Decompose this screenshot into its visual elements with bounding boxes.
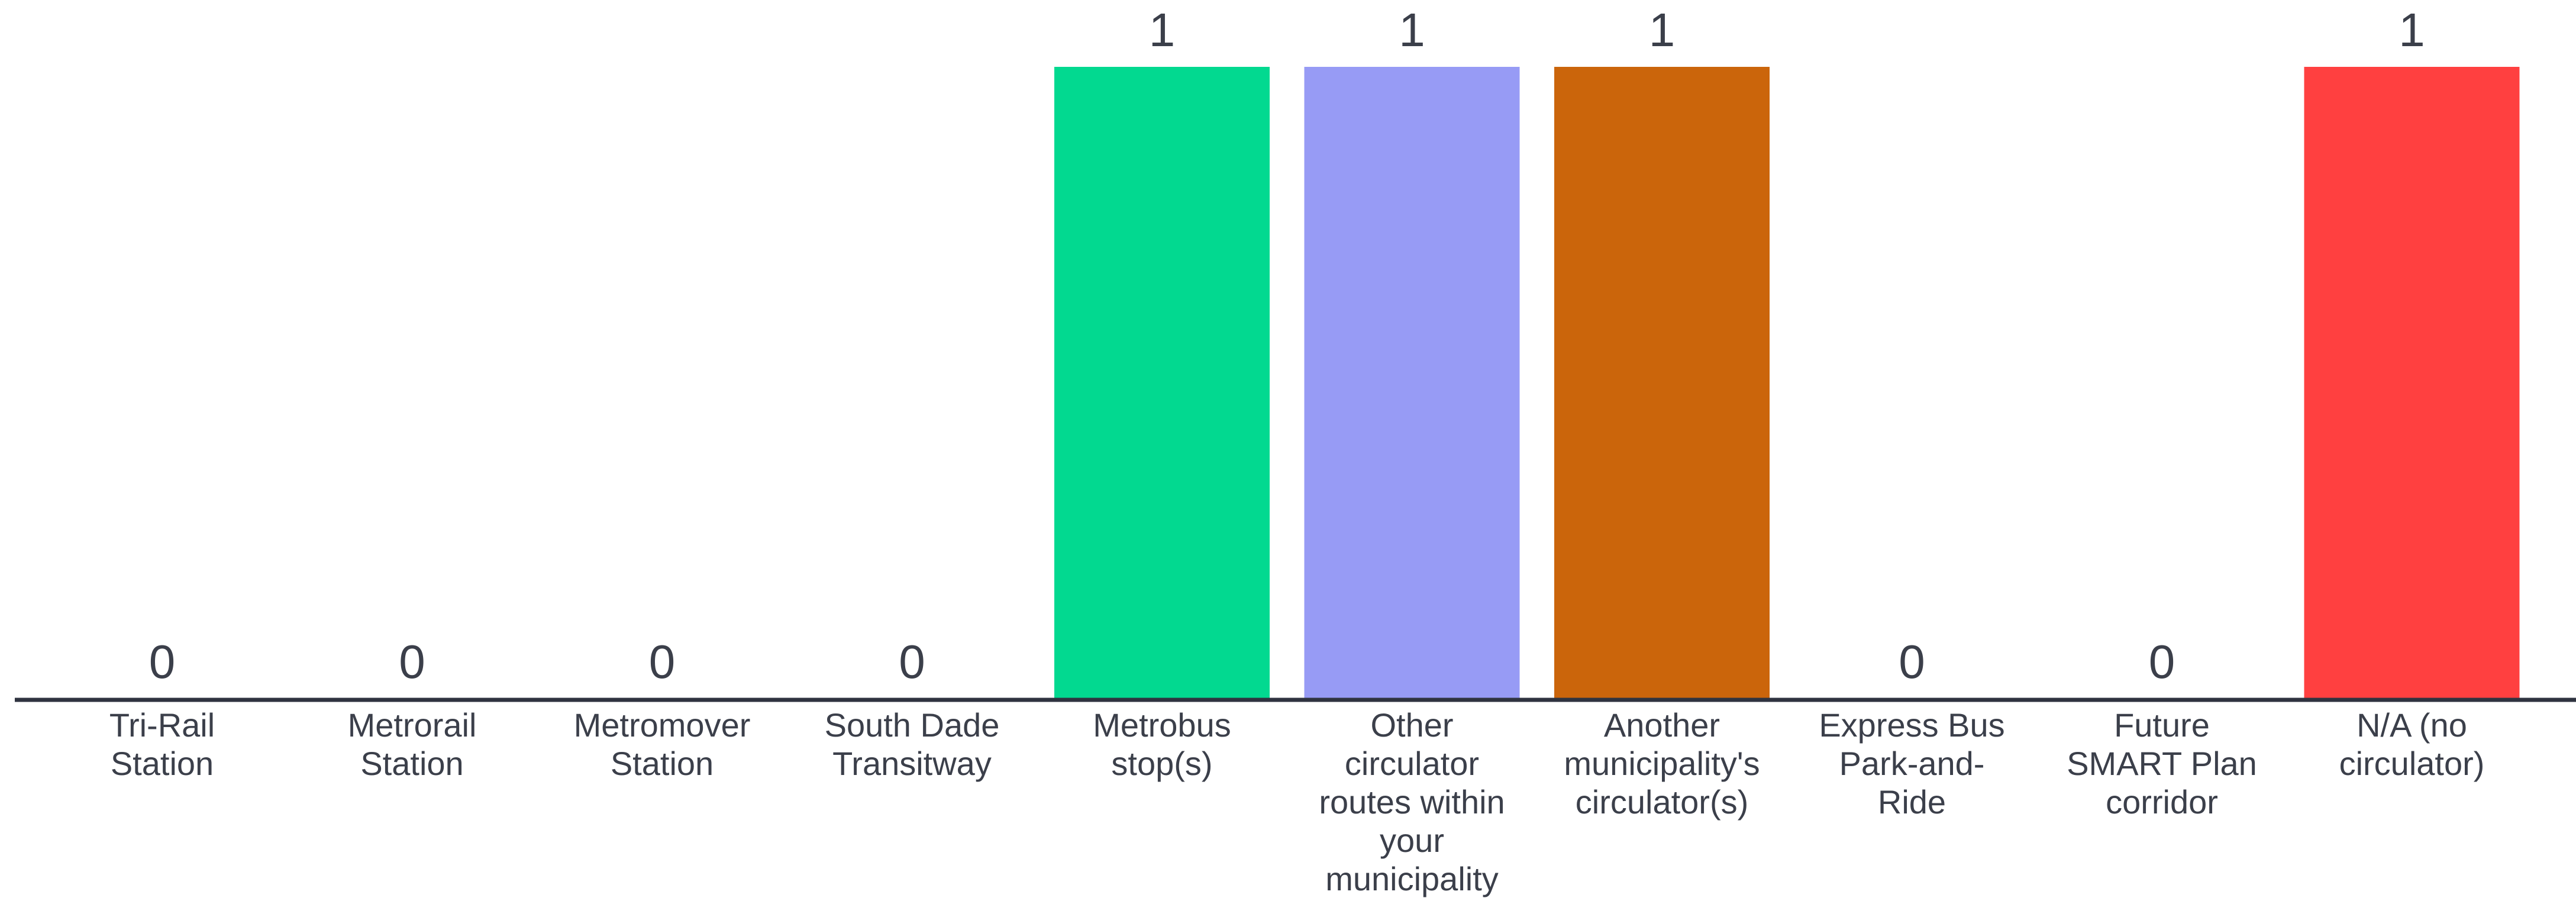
category-label-line: Station bbox=[360, 745, 463, 782]
category-label-line: Park-and- bbox=[1839, 745, 1985, 782]
value-labels-layer: 0 0 0 0 1 1 1 0 0 1 bbox=[149, 4, 2425, 688]
category-label-4: Metrobus stop(s) bbox=[1093, 706, 1231, 782]
bar-5 bbox=[1304, 67, 1520, 699]
category-label-line: circulator(s) bbox=[1576, 783, 1748, 821]
category-label-line: Other bbox=[1370, 706, 1453, 744]
value-label-8: 0 bbox=[2149, 635, 2175, 688]
category-label-3: South Dade Transitway bbox=[825, 706, 1000, 782]
category-label-7: Express Bus Park-and-Ride bbox=[1819, 706, 2004, 821]
category-label-line: South Dade bbox=[825, 706, 1000, 744]
category-label-5: Other circulator routes within your municipa… bbox=[1319, 706, 1505, 897]
category-label-2: Metromover Station bbox=[574, 706, 751, 782]
category-label-line: corridor bbox=[2106, 783, 2218, 821]
category-label-line: your bbox=[1380, 822, 1444, 859]
category-label-line: Station bbox=[111, 745, 214, 782]
bar-9 bbox=[2304, 67, 2520, 699]
category-label-line: municipality's bbox=[1564, 745, 1760, 782]
bar-6 bbox=[1554, 67, 1770, 699]
category-label-0: Tri-Rail Station bbox=[109, 706, 215, 782]
category-label-8: Future SMART Plan corridor bbox=[2067, 706, 2257, 821]
category-label-1: Metrorail Station bbox=[348, 706, 477, 782]
value-label-9: 1 bbox=[2399, 4, 2425, 56]
value-label-4: 1 bbox=[1149, 4, 1176, 56]
category-label-line: SMART Plan bbox=[2067, 745, 2257, 782]
bar-4 bbox=[1054, 67, 1270, 699]
category-label-line: routes within bbox=[1319, 783, 1505, 821]
value-label-2: 0 bbox=[649, 635, 676, 688]
value-label-0: 0 bbox=[149, 635, 176, 688]
bars-layer bbox=[1054, 67, 2520, 699]
category-label-line: stop(s) bbox=[1111, 745, 1212, 782]
value-label-6: 1 bbox=[1649, 4, 1676, 56]
category-label-line: Metrobus bbox=[1093, 706, 1231, 744]
category-label-line: Metrorail bbox=[348, 706, 477, 744]
category-label-line: municipality bbox=[1325, 860, 1499, 897]
category-label-line: N/A (no bbox=[2357, 706, 2467, 744]
category-label-line: Future bbox=[2114, 706, 2210, 744]
category-label-line: Transitway bbox=[832, 745, 992, 782]
value-label-1: 0 bbox=[399, 635, 425, 688]
category-label-6: Another municipality's circulator(s) bbox=[1564, 706, 1760, 821]
value-label-3: 0 bbox=[899, 635, 925, 688]
category-label-line: circulator) bbox=[2339, 745, 2485, 782]
category-label-line: Metromover bbox=[574, 706, 751, 744]
category-label-line: circulator bbox=[1345, 745, 1479, 782]
value-label-5: 1 bbox=[1399, 4, 1425, 56]
category-label-line: Ride bbox=[1878, 783, 1946, 821]
value-label-7: 0 bbox=[1899, 635, 1925, 688]
category-label-line: Tri-Rail bbox=[109, 706, 215, 744]
category-label-line: Station bbox=[611, 745, 714, 782]
category-label-line: Express Bus bbox=[1819, 706, 2004, 744]
category-label-9: N/A (no circulator) bbox=[2339, 706, 2485, 782]
category-label-line: Another bbox=[1604, 706, 1720, 744]
